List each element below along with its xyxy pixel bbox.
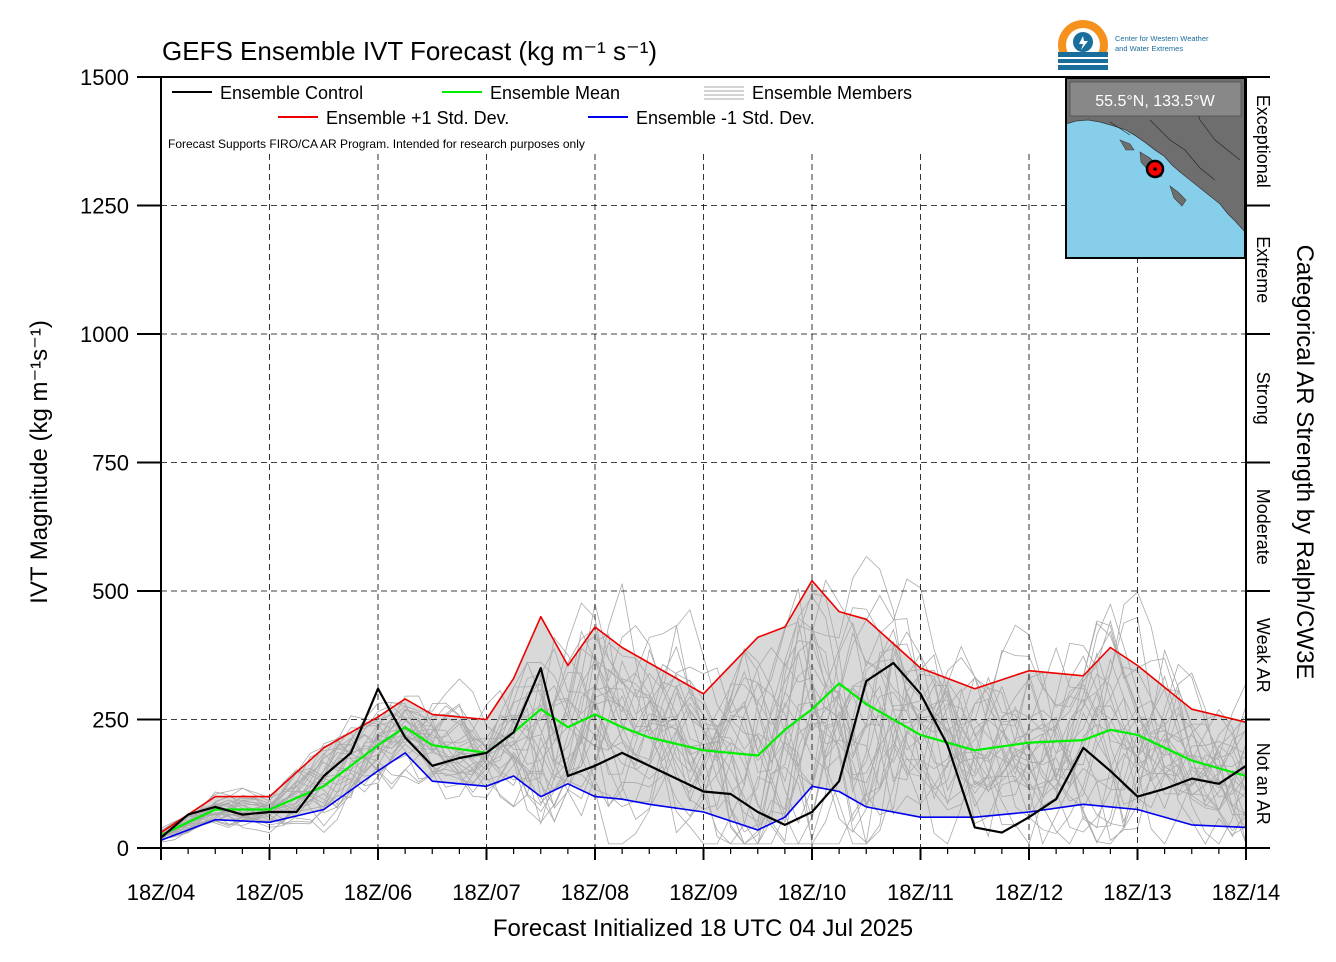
legend-minus-sd-label: Ensemble -1 Std. Dev. [636, 108, 815, 128]
minus-sd-line [160, 752, 1247, 842]
chart-title: GEFS Ensemble IVT Forecast (kg m⁻¹ s⁻¹) [162, 36, 657, 66]
category-label: Extreme [1253, 236, 1273, 303]
x-axis-label: Forecast Initialized 18 UTC 04 Jul 2025 [493, 915, 913, 942]
x-tick-label: 18Z/08 [561, 880, 630, 905]
location-marker-center [1153, 167, 1157, 171]
research-note: Forecast Supports FIRO/CA AR Program. In… [168, 137, 585, 151]
inset-location-label: 55.5°N, 133.5°W [1095, 93, 1215, 110]
y-tick-label: 1500 [80, 65, 129, 90]
ensemble-mean-line [160, 682, 1247, 837]
x-tick-label: 18Z/12 [995, 880, 1064, 905]
legend-mean-label: Ensemble Mean [490, 83, 620, 103]
legend: Ensemble Control Ensemble Mean Ensemble … [172, 83, 912, 128]
inset-label-box [1069, 81, 1242, 117]
category-label: Exceptional [1253, 95, 1273, 188]
x-tick-label: 18Z/10 [778, 880, 847, 905]
inset-frame [1065, 77, 1246, 259]
x-tick-label: 18Z/06 [344, 880, 413, 905]
legend-members-swatch [704, 86, 744, 100]
x-tick-label: 18Z/04 [127, 880, 196, 905]
x-tick-label: 18Z/14 [1212, 880, 1281, 905]
y-tick-label: 1250 [80, 194, 129, 219]
category-label: Moderate [1253, 489, 1273, 565]
ensemble-control-line [160, 661, 1247, 839]
std-dev-band-fill [161, 580, 1246, 841]
plus-sd-line [160, 579, 1247, 834]
grid [161, 77, 1246, 848]
x-tick-label: 18Z/13 [1103, 880, 1172, 905]
location-inset-map: 55.5°N, 133.5°W [1065, 77, 1246, 259]
y-tick-label: 750 [92, 451, 129, 476]
x-tick-label: 18Z/11 [887, 880, 954, 905]
inset-land [1065, 77, 1246, 234]
cw3e-logo: Center for Western Weather and Water Ext… [1058, 20, 1209, 70]
logo-waves [1058, 52, 1108, 70]
axes: 0 250 500 750 1000 1250 1500 18Z/04 18Z/05 18Z/06… [80, 65, 1280, 905]
legend-members-label: Ensemble Members [752, 83, 912, 103]
logo-text-line1: Center for Western Weather [1115, 34, 1209, 43]
y-tick-label: 0 [117, 836, 129, 861]
legend-plus-sd-label: Ensemble +1 Std. Dev. [326, 108, 509, 128]
std-dev-band [161, 580, 1246, 841]
ensemble-member-line [160, 602, 1247, 834]
ensemble-member-line [160, 621, 1247, 845]
y-tick-label: 1000 [80, 322, 129, 347]
category-label: Weak AR [1253, 618, 1273, 693]
series-lines [160, 579, 1247, 842]
x-tick-label: 18Z/07 [452, 880, 521, 905]
y-tick-label: 500 [92, 579, 129, 604]
y-axis-label: IVT Magnitude (kg m⁻¹s⁻¹) [26, 320, 53, 604]
category-label: Not an AR [1253, 743, 1273, 825]
y-tick-label: 250 [92, 708, 129, 733]
x-tick-label: 18Z/09 [669, 880, 738, 905]
category-label: Strong [1253, 372, 1273, 425]
logo-text-line2: and Water Extremes [1115, 44, 1183, 53]
x-tick-label: 18Z/05 [235, 880, 304, 905]
legend-control-label: Ensemble Control [220, 83, 363, 103]
ar-categories: Not an AR Weak AR Moderate Strong Extreme Exc… [1246, 76, 1273, 849]
right-axis-label: Categorical AR Strength by Ralph/CW3E [1291, 245, 1318, 680]
